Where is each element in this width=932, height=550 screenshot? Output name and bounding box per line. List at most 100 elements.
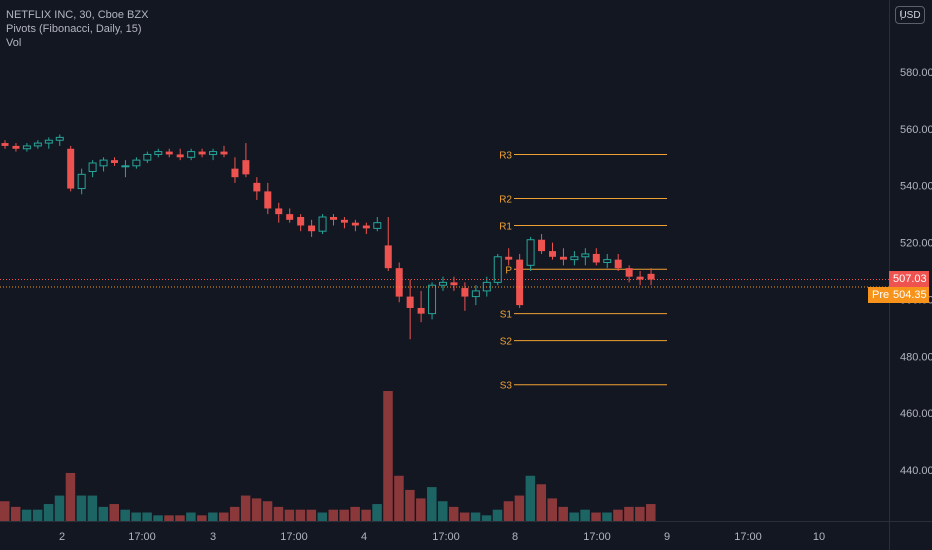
volume-bar	[87, 495, 98, 521]
volume-bar	[339, 509, 349, 521]
pivot-label-s2: S2	[500, 337, 513, 348]
volume-bar	[175, 515, 185, 521]
volume-bar	[448, 506, 459, 521]
time-tick-label: 8	[512, 531, 518, 543]
pivot-label-s3: S3	[500, 381, 513, 392]
time-tick-label: 17:00	[280, 531, 308, 543]
pre-market-price-badge: 504.35	[889, 287, 929, 304]
candle-body-down	[647, 273, 655, 280]
candle-body-down	[275, 208, 283, 215]
candle-body-down	[12, 145, 20, 149]
volume-bar	[43, 504, 54, 521]
candlesticks	[1, 134, 655, 340]
time-tick-label: 17:00	[583, 531, 611, 543]
candle-body-down	[559, 256, 567, 260]
candle-body-up	[154, 151, 163, 155]
time-tick-label: 3	[210, 531, 216, 543]
volume-bar	[54, 495, 65, 521]
volume-bar	[76, 495, 87, 521]
candle-body-up	[77, 173, 86, 190]
volume-bar	[416, 498, 426, 521]
candle-body-up	[570, 256, 579, 261]
volume-bar	[98, 506, 109, 521]
candle-body-up	[121, 165, 130, 168]
candle-body-up	[209, 151, 218, 155]
candle-body-down	[231, 168, 239, 178]
volume-bar	[492, 509, 503, 521]
time-tick-label: 4	[361, 531, 367, 543]
volume-label[interactable]: Vol	[6, 37, 22, 49]
chart-legend: NETFLIX INC, 30, Cboe BZX Pivots (Fibona…	[6, 8, 148, 50]
symbol-title[interactable]: NETFLIX INC, 30, Cboe BZX	[6, 9, 149, 21]
pivot-label-r1: R1	[499, 222, 512, 233]
time-tick-label: 2	[59, 531, 65, 543]
candle-body-down	[549, 251, 556, 257]
pivot-label-p: P	[505, 265, 512, 276]
currency-divider	[901, 10, 902, 20]
volume-bar	[229, 506, 240, 521]
candle-body-up	[428, 284, 437, 315]
price-tick-label: 480.00	[900, 351, 932, 363]
candle-body-up	[471, 290, 480, 298]
pre-market-price-value: 504.35	[893, 289, 927, 302]
volume-bar	[427, 487, 437, 521]
volume-bar	[0, 501, 10, 521]
candle-body-down	[592, 253, 600, 263]
volume-bar	[284, 509, 295, 521]
volume-bar	[635, 506, 645, 521]
time-tick-label: 10	[813, 531, 825, 543]
volume-bar	[262, 501, 273, 521]
volume-bar	[65, 472, 76, 521]
volume-bar	[153, 515, 163, 521]
candle-body-down	[395, 268, 403, 297]
volume-bar	[613, 509, 623, 521]
pivot-label-r3: R3	[499, 150, 512, 161]
candle-body-down	[516, 259, 524, 306]
volume-bar	[273, 506, 284, 521]
candle-body-down	[67, 148, 75, 189]
candle-body-down	[406, 296, 414, 308]
candle-body-up	[603, 259, 612, 263]
time-tick-label: 17:00	[128, 531, 156, 543]
volume-bar	[142, 512, 152, 521]
candle-body-down	[297, 216, 305, 226]
volume-bar	[514, 495, 525, 521]
volume-bar	[120, 509, 130, 521]
last-price-badge: 507.03	[889, 271, 929, 288]
candle-body-up	[143, 153, 152, 161]
pre-market-label-text: Pre	[872, 289, 890, 302]
volume-bar	[624, 506, 634, 521]
candle-body-down	[253, 182, 261, 192]
candle-body-down	[165, 151, 173, 155]
candle-body-down	[308, 225, 316, 232]
indicator-label[interactable]: Pivots (Fibonacci, Daily, 15)	[6, 23, 142, 35]
candle-body-up	[493, 256, 502, 283]
volume-bar	[21, 509, 32, 521]
volume-bar	[569, 512, 579, 521]
price-tick-label: 580.00	[900, 67, 932, 79]
candle-body-up	[526, 239, 535, 266]
volume-bar	[208, 512, 218, 521]
candle-body-down	[340, 219, 348, 223]
volume-bar	[547, 498, 557, 521]
time-tick-label: 17:00	[734, 531, 762, 543]
volume-bar	[394, 475, 404, 521]
volume-bar	[580, 509, 590, 521]
volume-bar	[481, 515, 492, 521]
pivot-levels: R3 R2 R1 P S1 S2 S3	[499, 150, 667, 392]
candle-body-down	[198, 151, 206, 155]
price-tick-label: 440.00	[900, 465, 932, 477]
volume-bar	[350, 506, 360, 521]
last-price-value: 507.03	[893, 273, 927, 286]
price-tick-label: 560.00	[900, 124, 932, 136]
candle-body-down	[625, 268, 633, 277]
candle-body-down	[351, 222, 359, 226]
volume-bar	[459, 512, 470, 521]
volume-bar	[646, 504, 656, 521]
candle-body-down	[1, 143, 9, 146]
currency-button[interactable]: USD	[895, 6, 925, 24]
candle-body-down	[176, 154, 184, 158]
time-tick-label: 9	[664, 531, 670, 543]
